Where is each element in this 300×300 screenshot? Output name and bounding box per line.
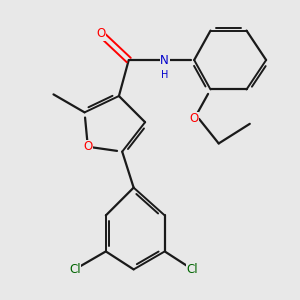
Text: Cl: Cl (69, 263, 81, 276)
Text: O: O (83, 140, 92, 153)
Text: H: H (161, 70, 168, 80)
Text: N: N (160, 53, 169, 67)
Text: Cl: Cl (187, 263, 198, 276)
Text: O: O (96, 27, 106, 40)
Text: O: O (190, 112, 199, 125)
